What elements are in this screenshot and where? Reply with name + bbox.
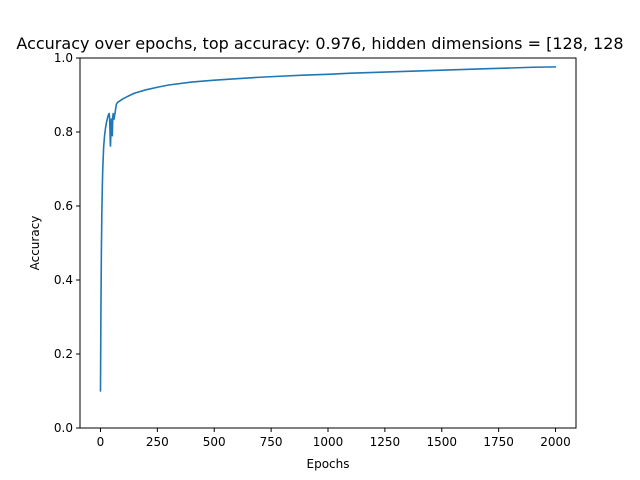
y-tick-label: 0.8 bbox=[54, 125, 73, 139]
y-tick-label: 1.0 bbox=[54, 51, 73, 65]
y-axis-label: Accuracy bbox=[28, 216, 42, 271]
y-tick-label: 0.2 bbox=[54, 347, 73, 361]
x-tick-label: 500 bbox=[203, 435, 226, 449]
x-tick-label: 0 bbox=[97, 435, 105, 449]
x-tick-label: 750 bbox=[260, 435, 283, 449]
chart-title: Accuracy over epochs, top accuracy: 0.97… bbox=[16, 34, 623, 53]
x-axis-label: Epochs bbox=[307, 457, 350, 471]
x-tick-label: 1000 bbox=[313, 435, 344, 449]
x-tick-label: 1250 bbox=[370, 435, 401, 449]
plot-area bbox=[79, 57, 577, 429]
x-tick-label: 1500 bbox=[426, 435, 457, 449]
axes-frame bbox=[79, 57, 577, 429]
series-line-accuracy bbox=[99, 66, 557, 392]
x-tick-label: 1750 bbox=[483, 435, 514, 449]
x-tick-label: 250 bbox=[146, 435, 169, 449]
x-tick-label: 2000 bbox=[540, 435, 571, 449]
y-axis: 0.0 0.2 0.4 0.6 0.8 1.0 bbox=[54, 51, 80, 435]
y-tick-label: 0.6 bbox=[54, 199, 73, 213]
x-axis: 0 250 500 750 1000 1250 1500 1750 2000 bbox=[97, 428, 571, 449]
y-tick-label: 0.4 bbox=[54, 273, 73, 287]
y-tick-label: 0.0 bbox=[54, 421, 73, 435]
